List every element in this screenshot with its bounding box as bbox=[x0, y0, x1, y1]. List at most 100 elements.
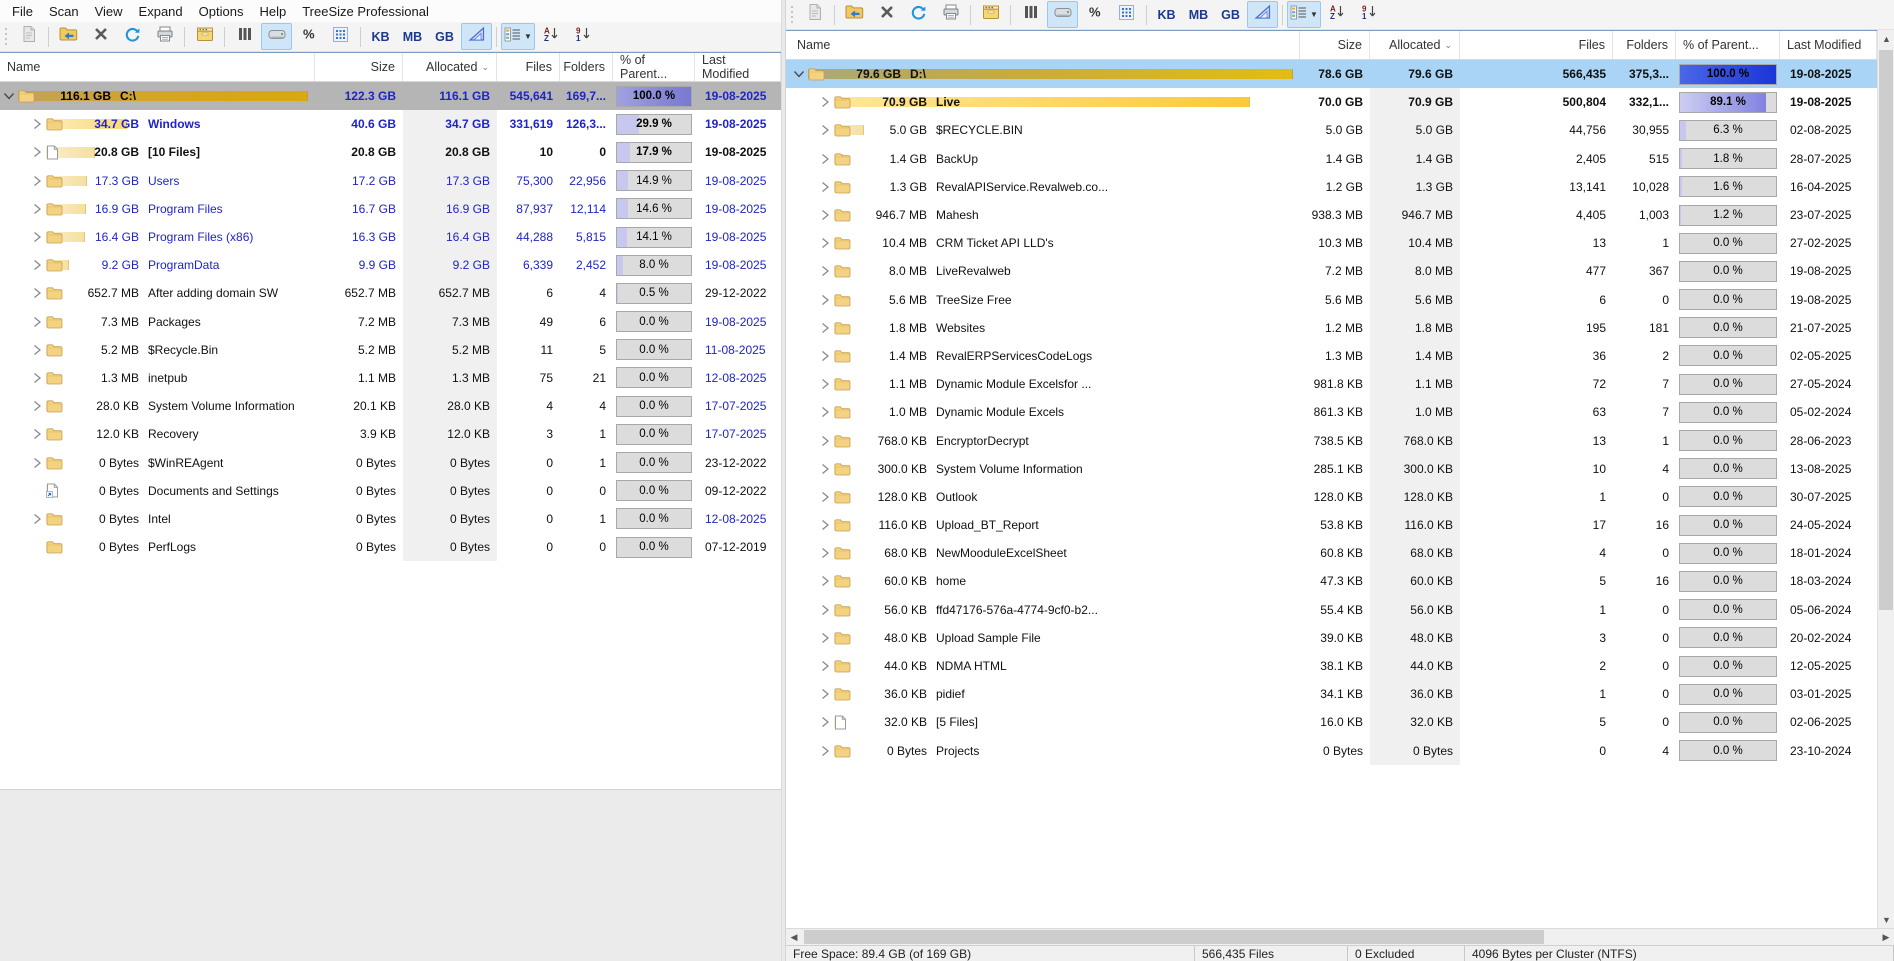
expand-chevron-icon[interactable] bbox=[816, 547, 834, 559]
vertical-scroll-thumb[interactable] bbox=[1879, 50, 1893, 610]
tree-row[interactable]: 652.7 MBAfter adding domain SW652.7 MB65… bbox=[0, 279, 781, 307]
menu-options[interactable]: Options bbox=[191, 2, 252, 21]
archive-button[interactable] bbox=[189, 23, 220, 50]
horizontal-scrollbar[interactable]: ◀ ▶ bbox=[786, 928, 1894, 945]
expand-chevron-icon[interactable] bbox=[816, 153, 834, 165]
expand-chevron-icon[interactable] bbox=[816, 463, 834, 475]
unit-mb-button[interactable]: MB bbox=[1183, 1, 1214, 28]
size-chart-button[interactable] bbox=[461, 23, 492, 50]
tree-row[interactable]: 0 BytesPerfLogs0 Bytes0 Bytes000.0 %07-1… bbox=[0, 533, 781, 561]
expand-chevron-icon[interactable] bbox=[28, 231, 46, 243]
expand-chevron-icon[interactable] bbox=[816, 519, 834, 531]
tree-row[interactable]: 5.6 MBTreeSize Free5.6 MB5.6 MB600.0 %19… bbox=[786, 286, 1877, 314]
tree-row[interactable]: 0 BytesProjects0 Bytes0 Bytes040.0 %23-1… bbox=[786, 737, 1877, 765]
print-button[interactable] bbox=[149, 23, 180, 50]
expand-chevron-icon[interactable] bbox=[28, 287, 46, 299]
expand-chevron-icon[interactable] bbox=[816, 575, 834, 587]
scroll-right-arrow[interactable]: ▶ bbox=[1878, 929, 1894, 945]
tree-row[interactable]: 34.7 GBWindows40.6 GB34.7 GB331,619126,3… bbox=[0, 110, 781, 138]
column-header--of-parent-[interactable]: % of Parent... bbox=[1676, 31, 1780, 59]
expand-chevron-icon[interactable] bbox=[816, 265, 834, 277]
expand-chevron-icon[interactable] bbox=[816, 181, 834, 193]
select-directory-button[interactable] bbox=[53, 23, 84, 50]
sort-az-button[interactable]: AZ bbox=[536, 23, 567, 50]
scroll-left-arrow[interactable]: ◀ bbox=[786, 929, 802, 945]
expand-chevron-icon[interactable] bbox=[28, 400, 46, 412]
stop-scan-button[interactable] bbox=[871, 1, 902, 28]
unit-mb-button[interactable]: MB bbox=[397, 23, 428, 50]
menu-expand[interactable]: Expand bbox=[131, 2, 191, 21]
menu-scan[interactable]: Scan bbox=[41, 2, 87, 21]
tree-row[interactable]: 1.1 MBDynamic Module Excelsfor ...981.8 … bbox=[786, 370, 1877, 398]
column-header-folders[interactable]: Folders bbox=[1613, 31, 1676, 59]
expand-chevron-icon[interactable] bbox=[28, 513, 46, 525]
scroll-up-arrow[interactable]: ▲ bbox=[1878, 30, 1894, 47]
expand-chevron-icon[interactable] bbox=[816, 632, 834, 644]
tree-row[interactable]: 7.3 MBPackages7.2 MB7.3 MB4960.0 %19-08-… bbox=[0, 308, 781, 336]
expand-chevron-icon[interactable] bbox=[816, 237, 834, 249]
column-header-size[interactable]: Size bbox=[315, 53, 403, 81]
tree-row[interactable]: 48.0 KBUpload Sample File39.0 KB48.0 KB3… bbox=[786, 624, 1877, 652]
column-header-files[interactable]: Files bbox=[1460, 31, 1613, 59]
unit-kb-button[interactable]: KB bbox=[1151, 1, 1182, 28]
expand-chevron-icon[interactable] bbox=[28, 316, 46, 328]
tree-row[interactable]: 1.0 MBDynamic Module Excels861.3 KB1.0 M… bbox=[786, 398, 1877, 426]
view-list-button[interactable]: ▼ bbox=[1287, 1, 1321, 28]
tree-row[interactable]: 10.4 MBCRM Ticket API LLD's10.3 MB10.4 M… bbox=[786, 229, 1877, 257]
column-header-name[interactable]: Name bbox=[0, 53, 315, 81]
tree-row[interactable]: 79.6 GBD:\78.6 GB79.6 GB566,435375,3...1… bbox=[786, 60, 1877, 88]
expand-chevron-icon[interactable] bbox=[816, 435, 834, 447]
tree-row[interactable]: 20.8 GB[10 Files]20.8 GB20.8 GB10017.9 %… bbox=[0, 138, 781, 166]
menu-file[interactable]: File bbox=[4, 2, 41, 21]
expand-chevron-icon[interactable] bbox=[28, 118, 46, 130]
expand-chevron-icon[interactable] bbox=[816, 491, 834, 503]
tree-row[interactable]: 16.4 GBProgram Files (x86)16.3 GB16.4 GB… bbox=[0, 223, 781, 251]
expand-chevron-icon[interactable] bbox=[28, 457, 46, 469]
print-button[interactable] bbox=[935, 1, 966, 28]
expand-chevron-icon[interactable] bbox=[816, 660, 834, 672]
expand-chevron-icon[interactable] bbox=[816, 745, 834, 757]
stop-scan-button[interactable] bbox=[85, 23, 116, 50]
tree-row[interactable]: 768.0 KBEncryptorDecrypt738.5 KB768.0 KB… bbox=[786, 426, 1877, 454]
tree-row[interactable]: 5.2 MB$Recycle.Bin5.2 MB5.2 MB1150.0 %11… bbox=[0, 336, 781, 364]
toolbar-grip[interactable] bbox=[2, 25, 10, 49]
column-header-last-modified[interactable]: Last Modified bbox=[1780, 31, 1877, 59]
sort-numeric-button[interactable]: 91 bbox=[1354, 1, 1385, 28]
expand-chevron-icon[interactable] bbox=[28, 203, 46, 215]
tree-row[interactable]: 32.0 KB[5 Files]16.0 KB32.0 KB500.0 %02-… bbox=[786, 708, 1877, 736]
report-button[interactable] bbox=[799, 1, 830, 28]
select-directory-button[interactable] bbox=[839, 1, 870, 28]
disk-space-button[interactable] bbox=[1047, 1, 1078, 28]
columns-button[interactable] bbox=[229, 23, 260, 50]
tree-row[interactable]: 1.3 GBRevalAPIService.Revalweb.co...1.2 … bbox=[786, 173, 1877, 201]
sort-az-button[interactable]: AZ bbox=[1322, 1, 1353, 28]
scroll-down-arrow[interactable]: ▼ bbox=[1878, 911, 1894, 928]
collapse-chevron-icon[interactable] bbox=[0, 90, 18, 102]
tree-row[interactable]: 8.0 MBLiveRevalweb7.2 MB8.0 MB4773670.0 … bbox=[786, 257, 1877, 285]
collapse-chevron-icon[interactable] bbox=[790, 68, 808, 80]
expand-chevron-icon[interactable] bbox=[816, 322, 834, 334]
refresh-button[interactable] bbox=[903, 1, 934, 28]
tree-row[interactable]: 0 Bytes$WinREAgent0 Bytes0 Bytes010.0 %2… bbox=[0, 448, 781, 476]
details-grid-button[interactable] bbox=[325, 23, 356, 50]
details-grid-button[interactable] bbox=[1111, 1, 1142, 28]
tree-row[interactable]: 28.0 KBSystem Volume Information20.1 KB2… bbox=[0, 392, 781, 420]
horizontal-scroll-thumb[interactable] bbox=[804, 930, 1544, 944]
tree-row[interactable]: 1.8 MBWebsites1.2 MB1.8 MB1951810.0 %21-… bbox=[786, 314, 1877, 342]
expand-chevron-icon[interactable] bbox=[28, 372, 46, 384]
column-header-name[interactable]: Name bbox=[790, 31, 1300, 59]
expand-chevron-icon[interactable] bbox=[816, 294, 834, 306]
column-header-last-modified[interactable]: Last Modified bbox=[695, 53, 781, 81]
expand-chevron-icon[interactable] bbox=[816, 688, 834, 700]
tree-row[interactable]: 70.9 GBLive70.0 GB70.9 GB500,804332,1...… bbox=[786, 88, 1877, 116]
expand-chevron-icon[interactable] bbox=[816, 604, 834, 616]
expand-chevron-icon[interactable] bbox=[28, 344, 46, 356]
expand-chevron-icon[interactable] bbox=[28, 146, 46, 158]
tree-row[interactable]: 1.3 MBinetpub1.1 MB1.3 MB75210.0 %12-08-… bbox=[0, 364, 781, 392]
tree-row[interactable]: 1.4 GBBackUp1.4 GB1.4 GB2,4055151.8 %28-… bbox=[786, 145, 1877, 173]
expand-chevron-icon[interactable] bbox=[816, 96, 834, 108]
unit-kb-button[interactable]: KB bbox=[365, 23, 396, 50]
sort-numeric-button[interactable]: 91 bbox=[568, 23, 599, 50]
unit-gb-button[interactable]: GB bbox=[1215, 1, 1246, 28]
tree-row[interactable]: 116.1 GBC:\122.3 GB116.1 GB545,641169,7.… bbox=[0, 82, 781, 110]
